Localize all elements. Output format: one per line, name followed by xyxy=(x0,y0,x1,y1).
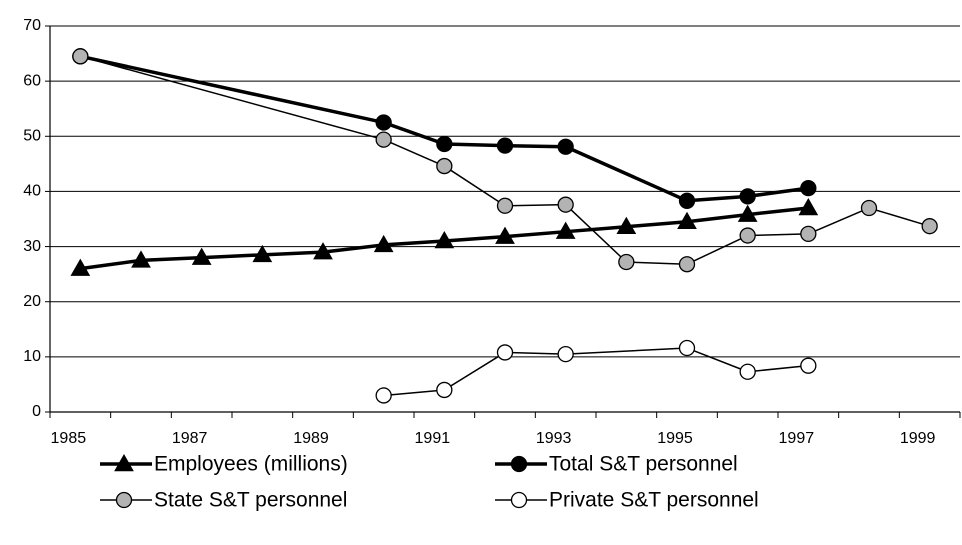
data-point xyxy=(678,256,696,273)
legend-marker xyxy=(114,453,134,472)
x-tick-label: 1999 xyxy=(900,430,936,447)
data-point xyxy=(496,137,514,154)
data-point xyxy=(375,131,392,148)
data-point xyxy=(737,204,758,222)
data-point xyxy=(434,231,455,249)
legend-label: Private S&T personnel xyxy=(549,489,759,512)
data-point xyxy=(72,48,89,65)
data-point xyxy=(739,188,756,205)
x-tick-label: 1987 xyxy=(172,430,208,447)
data-point xyxy=(70,258,91,276)
data-point xyxy=(798,197,819,216)
series-line xyxy=(79,54,809,203)
data-point xyxy=(677,211,697,230)
data-point xyxy=(313,242,333,260)
x-tick-label: 1993 xyxy=(536,430,572,447)
legend-label: State S&T personnel xyxy=(154,489,347,512)
y-tick-label: 40 xyxy=(23,183,41,200)
data-point xyxy=(373,234,394,253)
legend-label: Employees (millions) xyxy=(154,453,348,476)
data-point xyxy=(496,344,514,361)
data-point xyxy=(131,250,151,268)
data-point xyxy=(860,199,878,217)
data-point xyxy=(252,244,273,263)
data-point xyxy=(616,216,637,234)
x-tick-label: 1991 xyxy=(415,430,451,447)
data-point xyxy=(618,253,635,271)
data-point xyxy=(496,197,514,214)
y-tick-label: 30 xyxy=(23,238,41,255)
y-tick-label: 20 xyxy=(23,293,41,310)
y-tick-label: 70 xyxy=(23,17,41,34)
data-point xyxy=(921,218,938,235)
data-point xyxy=(739,227,756,244)
legend-marker xyxy=(510,455,528,473)
data-point xyxy=(678,339,696,357)
data-point xyxy=(436,135,453,153)
legend-label: Total S&T personnel xyxy=(549,453,738,476)
data-point xyxy=(800,225,817,243)
y-tick-label: 10 xyxy=(23,348,41,365)
data-point xyxy=(557,196,574,213)
y-tick-label: 60 xyxy=(23,72,41,89)
data-point xyxy=(557,345,574,363)
data-point xyxy=(678,192,696,209)
data-point xyxy=(436,157,453,175)
data-point xyxy=(800,179,817,197)
data-point xyxy=(739,363,756,380)
data-point xyxy=(800,357,817,374)
x-tick-label: 1995 xyxy=(657,430,693,447)
data-point xyxy=(557,138,574,155)
x-tick-label: 1985 xyxy=(51,430,87,447)
data-point xyxy=(191,247,212,265)
data-point xyxy=(375,114,392,131)
y-tick-label: 0 xyxy=(32,403,41,420)
data-point xyxy=(375,387,392,404)
data-point xyxy=(436,381,453,399)
legend-marker xyxy=(115,491,133,509)
legend-marker xyxy=(510,491,528,509)
data-point xyxy=(495,226,515,244)
x-tick-label: 1997 xyxy=(779,430,815,447)
data-point xyxy=(555,221,576,239)
x-tick-label: 1989 xyxy=(293,430,329,447)
y-tick-label: 50 xyxy=(23,128,41,145)
